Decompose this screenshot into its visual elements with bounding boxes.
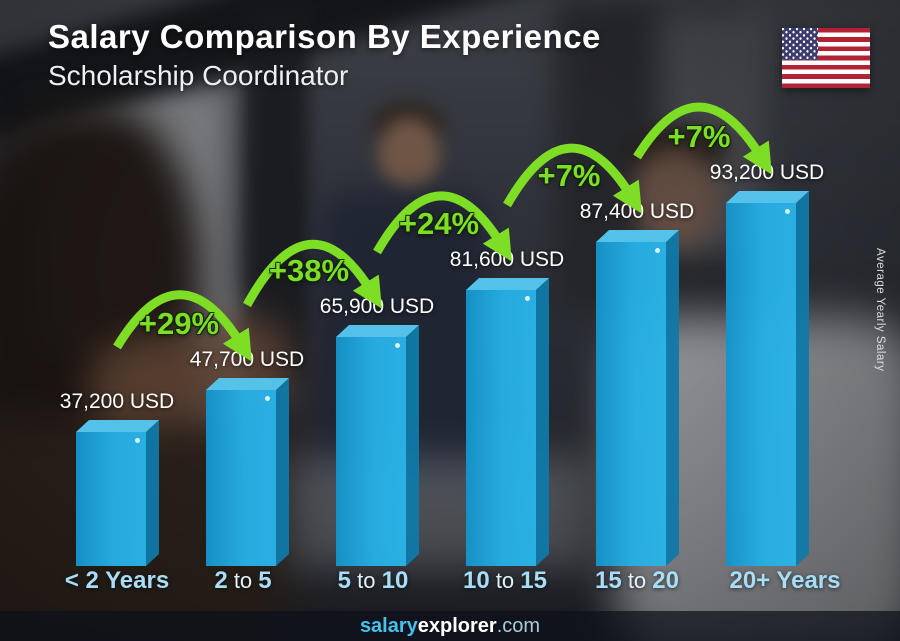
category-label-part: 15 [595,567,622,594]
salary-bar-side [536,278,549,566]
category-label: 20+ Years [729,567,841,594]
category-label-part: 5 [258,567,272,594]
category-label-part: 5 [337,567,352,594]
value-label: 37,200 USD [59,390,175,413]
category-label-part: 10 [381,567,409,594]
salary-bar [726,203,796,566]
salary-bar-side [796,191,809,566]
bar-glint-icon [135,438,140,443]
category-label: 5 to 10 [288,568,458,594]
bar-glint-icon [655,248,660,253]
salary-bar [76,432,146,566]
percent-change-label: +29% [138,306,220,341]
category-label: 2 to 5 [158,568,328,594]
salary-bar-side [406,325,419,566]
salary-bar [336,337,406,566]
salary-bar-top [466,278,549,290]
category-label-part: 20 [652,567,679,594]
category-label: 10 to 15 [420,568,590,594]
category-label-part: to [621,568,653,593]
bar-glint-icon [265,396,270,401]
percent-change-label: +7% [537,158,601,193]
value-label: 65,900 USD [319,295,435,318]
salary-bar-side [276,378,289,566]
percent-change-label: +7% [667,119,731,154]
footer-bar: salary explorer .com [0,611,900,641]
category-label-part: to [351,568,382,593]
salary-bar [466,290,536,566]
category-label: 15 to 20 [552,568,722,594]
salary-bar-top [206,378,289,390]
page-title: Salary Comparison By Experience [48,18,601,55]
footer-brand-salary: salary [359,614,418,637]
value-label: 87,400 USD [579,200,695,223]
bar-glint-icon [785,209,790,214]
value-label: 81,600 USD [449,248,565,271]
category-label-part: 15 [520,567,547,594]
category-label: < 2 Years [64,567,170,594]
value-label: 47,700 USD [189,348,305,371]
percent-change-label: +38% [268,253,350,288]
page-subtitle: Scholarship Coordinator [48,60,349,91]
category-label-part: to [227,568,259,593]
bg-person-silhouette [378,118,440,190]
bar-glint-icon [395,343,400,348]
salary-bar-top [726,191,809,203]
bar-glint-icon [525,296,530,301]
salary-bar-side [666,230,679,566]
footer-brand-tld: .com [496,614,541,637]
salary-bar [206,390,276,566]
category-label-part: to [489,568,521,593]
percent-change-label: +24% [398,206,480,241]
salary-bar-top [596,230,679,242]
category-label-part: 2 [214,567,228,594]
salary-bar-top [76,420,159,432]
us-flag-icon [782,28,870,88]
bg-person-silhouette [372,102,444,144]
value-label: 93,200 USD [709,161,825,184]
salary-bar-top [336,325,419,337]
salary-bar [596,242,666,566]
category-label-part: 10 [463,567,490,594]
salary-bar-side [146,420,159,566]
y-axis-label: Average Yearly Salary [874,248,886,372]
footer-brand-explorer: explorer [417,614,497,637]
us-flag-canton [782,28,818,61]
